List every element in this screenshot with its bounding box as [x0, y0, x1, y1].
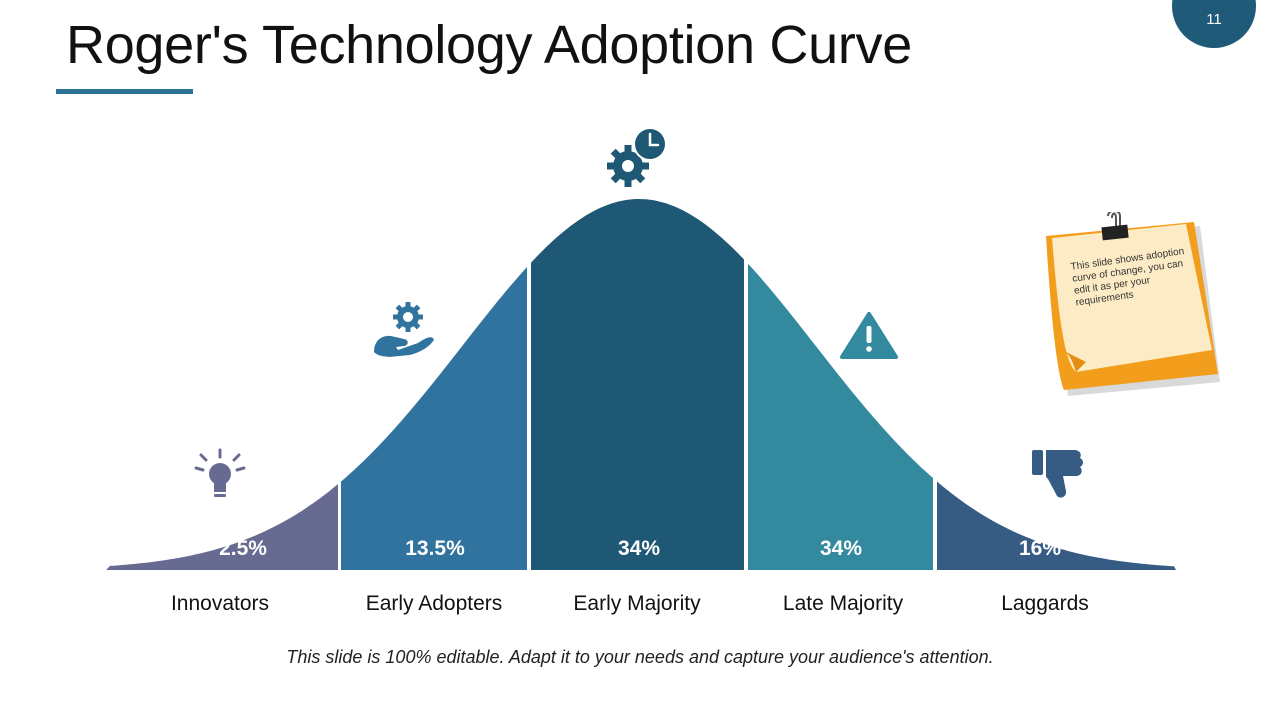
- category-innovators: Innovators: [170, 592, 270, 615]
- gear-clock-icon: [607, 127, 667, 187]
- category-late-majority: Late Majority: [782, 592, 904, 615]
- title-underline: [56, 89, 193, 94]
- percent-laggards: 16%: [1019, 537, 1061, 560]
- segment-early-adopters: [341, 199, 527, 570]
- percent-innovators: 2.5%: [219, 537, 267, 560]
- footer-text: This slide is 100% editable. Adapt it to…: [286, 647, 994, 667]
- gear-in-hand-icon: [374, 302, 434, 357]
- slide-title: Roger's Technology Adoption Curve: [66, 15, 912, 75]
- percent-early-majority: 34%: [618, 537, 660, 560]
- page-number: 11: [1206, 11, 1222, 28]
- segment-late-majority: [748, 199, 933, 570]
- segment-innovators: [106, 199, 338, 570]
- thumbs-down-icon: [1032, 450, 1083, 498]
- category-laggards: Laggards: [1001, 592, 1089, 615]
- category-early-majority: Early Majority: [573, 592, 701, 615]
- sticky-note: [1046, 212, 1220, 396]
- percent-early-adopters: 13.5%: [405, 537, 465, 560]
- segment-early-majority: [531, 199, 744, 570]
- category-early-adopters: Early Adopters: [365, 592, 503, 615]
- lightbulb-icon: [194, 448, 246, 497]
- binder-clip-icon: [1101, 212, 1129, 241]
- percent-late-majority: 34%: [820, 537, 862, 560]
- warning-icon: [840, 312, 898, 359]
